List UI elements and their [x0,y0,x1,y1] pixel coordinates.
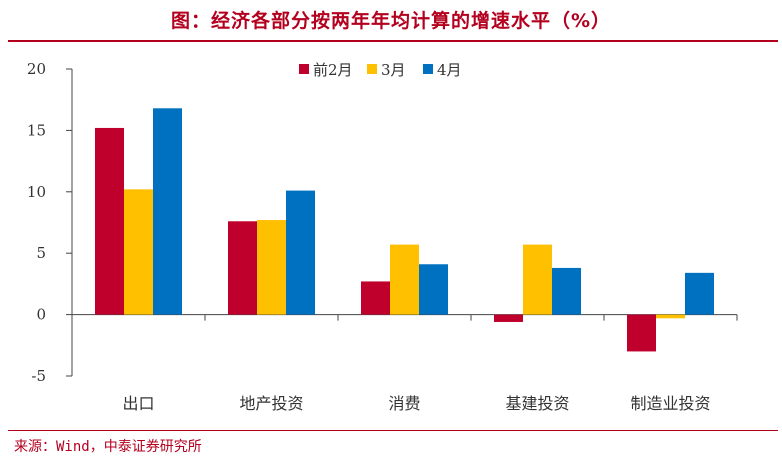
y-tick-label: 10 [27,183,46,201]
x-category-label: 制造业投资 [630,394,710,413]
bar [124,189,153,315]
legend: 前2月 3月 4月 [299,61,462,79]
legend-swatch [299,64,309,74]
source-note: 来源：Wind，中泰证券研究所 [14,439,202,455]
bar [286,190,315,315]
y-tick-label: -5 [31,367,46,385]
x-category-label: 出口 [122,394,154,413]
bar [552,267,581,315]
bar [257,220,286,315]
y-tick-label: 20 [27,60,46,78]
bar-chart: -5 0 5 10 15 20 出口 地产投资 消费 基建投资 制造业投资 前2月 3月 4月 [27,60,738,413]
bar [228,221,257,315]
legend-label: 前2月 [313,61,353,79]
y-tick-label: 5 [36,244,46,262]
title-divider [8,40,778,42]
bar [523,244,552,315]
chart-title: 图：经济各部分按两年年均计算的增速水平（%） [170,10,612,32]
bar [627,314,656,352]
legend-label: 3月 [381,61,406,79]
x-category-label: 基建投资 [505,394,569,413]
bar [494,314,523,322]
source-divider [8,430,778,431]
legend-swatch [423,64,433,74]
bar [153,108,182,315]
y-tick-label: 15 [27,121,46,139]
legend-label: 4月 [437,61,462,79]
x-axis: 出口 地产投资 消费 基建投资 制造业投资 [71,314,738,413]
x-category-label: 消费 [388,394,420,413]
bar [95,127,124,315]
bar [361,281,390,315]
y-tick-label: 0 [36,306,46,324]
legend-swatch [367,64,377,74]
bar [656,314,685,319]
x-category-label: 地产投资 [239,394,303,413]
bars [95,108,714,352]
bar [685,272,714,315]
bar [390,244,419,315]
bar [419,264,448,315]
y-axis: -5 0 5 10 15 20 [27,60,73,385]
